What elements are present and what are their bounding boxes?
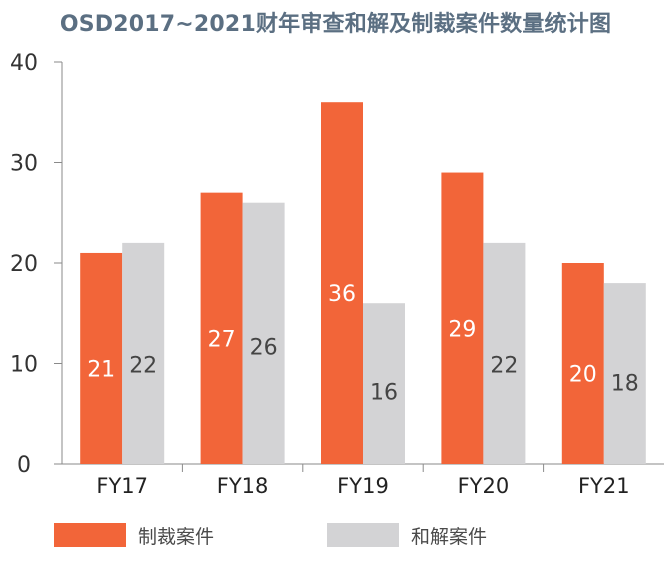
- data-label: 21: [87, 357, 115, 382]
- bar-sanction-fy18: [200, 192, 243, 464]
- x-tick-label: FY19: [337, 474, 389, 498]
- data-label: 36: [328, 282, 356, 307]
- bar-sanction-fy20: [441, 172, 484, 465]
- legend-swatch-settlement: [327, 523, 399, 547]
- bar-settlement-fy18: [242, 202, 285, 464]
- legend-item-settlement: 和解案件: [327, 522, 487, 548]
- bar-sanction-fy17: [80, 252, 123, 464]
- chart-title: OSD2017~2021财年审查和解及制裁案件数量统计图: [59, 12, 612, 37]
- y-tick-label: 40: [10, 51, 38, 76]
- chart-bars: [80, 102, 646, 465]
- bar-settlement-fy20: [483, 242, 526, 464]
- bar-settlement-fy19: [363, 303, 405, 464]
- x-tick-label: FY20: [458, 474, 510, 498]
- x-tick-label: FY18: [217, 474, 269, 498]
- data-label: 16: [370, 381, 398, 406]
- bar-settlement-fy21: [603, 283, 646, 464]
- data-label: 22: [129, 354, 157, 379]
- chart-labels: 21 22 FY17 27 26 FY18 36 16 FY19 29 22 FY20 20 18 FY21: [87, 282, 639, 498]
- bar-sanction-fy21: [561, 263, 604, 464]
- bar-sanction-fy19: [321, 102, 363, 464]
- legend-label-settlement: 和解案件: [411, 525, 488, 548]
- data-label: 26: [250, 335, 278, 360]
- data-label: 29: [448, 317, 476, 342]
- x-tick-label: FY17: [96, 474, 148, 498]
- y-tick-label: 0: [17, 453, 31, 478]
- x-tick-label: FY21: [578, 474, 630, 498]
- bar-settlement-fy17: [122, 242, 165, 464]
- data-label: 20: [569, 363, 597, 388]
- legend-swatch-sanction: [54, 523, 126, 547]
- data-label: 22: [490, 354, 518, 379]
- legend-item-sanction: 制裁案件: [54, 522, 214, 548]
- legend-label-sanction: 制裁案件: [138, 525, 215, 548]
- data-label: 27: [208, 327, 236, 352]
- data-label: 18: [611, 372, 639, 397]
- y-tick-label: 10: [10, 353, 38, 378]
- y-tick-label: 20: [10, 252, 38, 277]
- y-tick-label: 30: [10, 152, 38, 177]
